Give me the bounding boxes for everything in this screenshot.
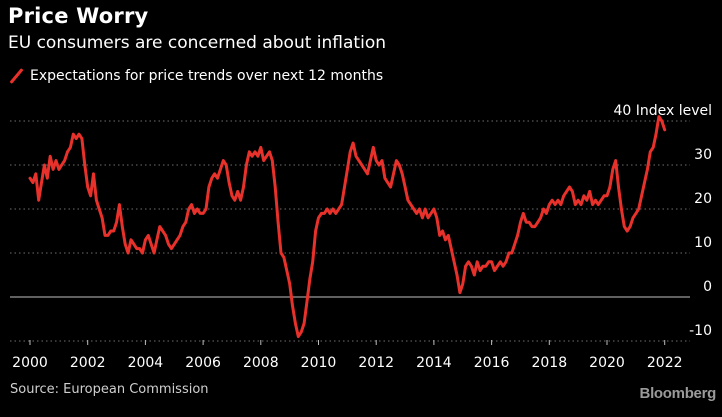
y-tick-label: 10 — [694, 235, 712, 251]
y-axis-labels: 40 Index level 30 20 10 0 -10 — [613, 103, 712, 339]
x-tick-label: 2018 — [531, 355, 567, 371]
y-tick-label: 40 Index level — [613, 103, 712, 119]
legend: Expectations for price trends over next … — [8, 68, 383, 84]
source-note: Source: European Commission — [10, 382, 209, 397]
x-tick-label: 2002 — [70, 355, 106, 371]
chart-subtitle: EU consumers are concerned about inflati… — [8, 33, 386, 53]
x-tick-label: 2022 — [647, 355, 683, 371]
y-tick-label: -10 — [689, 323, 712, 339]
x-axis: 2000 2002 2004 2006 2008 2010 2012 2014 2016 2018… — [12, 340, 683, 371]
chart-title: Price Worry — [8, 4, 149, 28]
grid-lines — [10, 120, 690, 342]
y-tick-label: 20 — [694, 191, 712, 207]
y-tick-label: 30 — [694, 147, 712, 163]
x-tick-label: 2016 — [474, 355, 510, 371]
y-tick-label: 0 — [703, 279, 712, 295]
x-tick-label: 2004 — [128, 355, 164, 371]
x-tick-label: 2008 — [243, 355, 279, 371]
series-layer — [28, 115, 667, 339]
x-tick-label: 2006 — [185, 355, 221, 371]
bloomberg-logo: Bloomberg — [639, 385, 717, 402]
series-line-price-expectations — [28, 115, 667, 339]
x-tick-label: 2000 — [12, 355, 48, 371]
x-tick-label: 2010 — [301, 355, 337, 371]
x-tick-label: 2014 — [416, 355, 452, 371]
x-tick-label: 2020 — [589, 355, 625, 371]
legend-label: Expectations for price trends over next … — [30, 68, 384, 84]
x-tick-label: 2012 — [358, 355, 394, 371]
